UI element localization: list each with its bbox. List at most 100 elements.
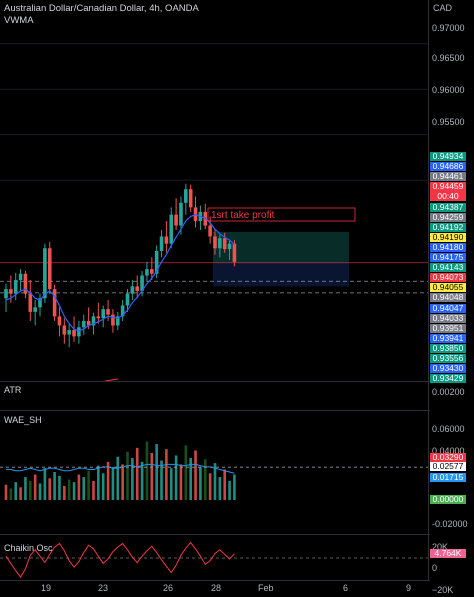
candle-body: [164, 236, 169, 244]
candle-body: [232, 243, 237, 262]
wae-histogram-bar: [233, 474, 236, 500]
price-tag: 0.94047: [430, 303, 466, 313]
wae-histogram-bar: [87, 470, 90, 500]
wae-histogram-bar: [228, 480, 231, 500]
candle-body: [218, 238, 222, 249]
price-tag: 0.93941: [430, 333, 466, 343]
price-tag: 0.94686: [430, 162, 466, 172]
candle-body: [67, 330, 71, 335]
wae-histogram-bar: [189, 458, 192, 500]
price-tag: 0.94192: [430, 222, 466, 232]
wae-histogram-bar: [223, 469, 226, 500]
price-tag: 0.94175: [430, 253, 466, 262]
candle-body: [38, 298, 42, 308]
x-tick-label: 28: [211, 583, 222, 593]
candle-body: [115, 316, 120, 326]
price-tag: 0.94190: [430, 232, 466, 242]
wae-histogram-bar: [82, 477, 86, 500]
wae-histogram-bar: [48, 478, 52, 500]
x-tick-label: 9: [406, 583, 412, 593]
wae-histogram-bar: [14, 482, 18, 500]
candle-body: [188, 189, 193, 208]
wae-histogram-bar: [9, 488, 13, 500]
price-tag: 0.93429: [430, 374, 466, 384]
chaikin-value-tag: 4.764K: [430, 548, 466, 558]
wae-pane-label[interactable]: WAE_SH: [4, 415, 42, 425]
wae-histogram-bar: [92, 480, 95, 500]
candle-body: [179, 202, 183, 226]
price-tag: 0.94259: [430, 212, 466, 222]
vwma-indicator-label[interactable]: VWMA: [4, 15, 34, 26]
wae-histogram-bar: [72, 482, 76, 500]
candle-body: [57, 316, 62, 326]
candle-body: [227, 243, 232, 250]
price-tag-line: 00:40: [437, 190, 459, 201]
take-profit-note-text: 1srt take profit: [211, 210, 275, 221]
take-profit-note-box: [207, 207, 356, 222]
wae-histogram-bar: [131, 458, 134, 500]
candle-body: [154, 250, 159, 274]
time-axis-separator: [0, 580, 430, 581]
candle-body: [135, 286, 140, 291]
candle-body: [43, 248, 47, 299]
candle-body: [52, 289, 57, 317]
price-tag: 0.93850: [430, 343, 466, 353]
wae-tick-label: 0.06000: [432, 424, 465, 434]
price-tag: 0.94459 00:40: [430, 182, 466, 202]
candle-body: [28, 293, 33, 312]
wae-histogram-bar: [97, 465, 100, 500]
price-tag: 0.93951: [430, 323, 466, 333]
price-tag: 0.94055: [430, 283, 466, 293]
wae-histogram-bar: [33, 474, 37, 500]
x-tick-label: 19: [41, 583, 52, 593]
wae-histogram-bar: [24, 477, 27, 500]
price-axis-separator: [428, 0, 429, 580]
candle-body: [91, 316, 96, 326]
price-tag: 0.94461: [430, 172, 466, 182]
wae-histogram-bar: [121, 464, 124, 500]
price-tag: 0.94387: [430, 202, 466, 212]
vwma-line: [5, 213, 235, 332]
wae-histogram-bar: [77, 474, 81, 500]
wae-histogram-bar: [106, 461, 110, 500]
candle-body: [159, 236, 164, 251]
pane-separator[interactable]: [0, 534, 430, 535]
price-tag: 0.94048: [430, 293, 466, 303]
candle-body: [150, 269, 154, 274]
y-tick-label: 0.96000: [432, 85, 465, 95]
candle-body: [13, 280, 18, 294]
wae-histogram-bar: [194, 450, 197, 500]
wae-histogram-bar: [67, 479, 71, 500]
chaikin-tick-label: −20K: [432, 585, 454, 595]
atr-line: [104, 378, 119, 382]
pane-separator[interactable]: [0, 381, 430, 382]
candle-body: [130, 286, 135, 294]
candle-body: [222, 238, 227, 250]
candle-body: [33, 307, 37, 312]
candle-body: [96, 316, 101, 319]
candle-body: [184, 189, 188, 203]
y-tick-label: 0.96500: [432, 53, 465, 63]
y-tick-label: 0.95500: [432, 117, 465, 127]
atr-pane-label[interactable]: ATR: [4, 385, 22, 395]
pane-separator[interactable]: [0, 410, 430, 411]
wae-histogram-bar: [155, 444, 158, 500]
wae-histogram-bar: [140, 461, 144, 500]
wae-histogram-bar: [29, 480, 32, 500]
chaikin-pane-label[interactable]: Chaikin Osc: [4, 543, 53, 553]
candle-body: [86, 320, 91, 326]
chaikin-tick-label: 20K: [432, 542, 449, 552]
price-tag: 0.93556: [430, 354, 466, 363]
wae-histogram-bar: [169, 468, 173, 500]
y-tick-label: 0.97000: [432, 23, 465, 33]
candle-body: [72, 330, 76, 337]
wae-histogram-bar: [208, 473, 212, 500]
wae-histogram-bar: [145, 441, 149, 500]
wae-histogram-bar: [58, 475, 61, 500]
wae-histogram-bar: [38, 483, 42, 500]
x-tick-label: 23: [98, 583, 109, 593]
atr-tick-label: 0.00200: [432, 387, 465, 397]
wae-histogram-bar: [63, 485, 66, 500]
